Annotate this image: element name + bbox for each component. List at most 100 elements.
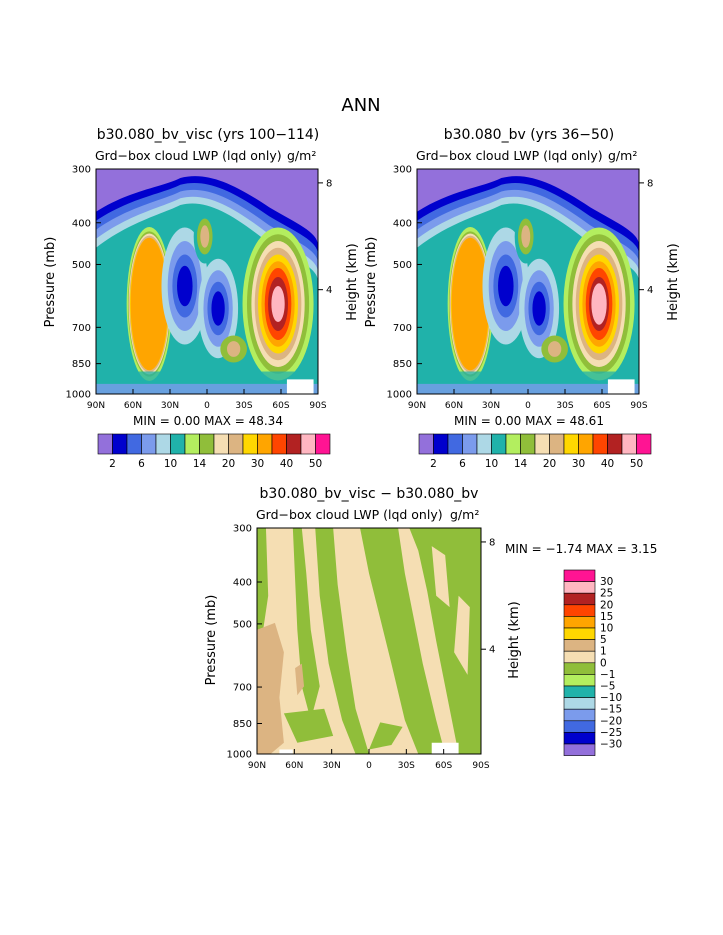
figure-title: ANN — [341, 95, 380, 116]
colorbar-swatch — [418, 433, 434, 455]
ytick-label: 1000 — [227, 750, 252, 761]
contour-band — [295, 663, 305, 696]
colorbar-label: 14 — [193, 458, 207, 470]
colorbar-swatch — [563, 743, 596, 756]
y2tick-label: 8 — [647, 178, 653, 189]
panel-a-contours — [96, 169, 318, 394]
xtick-label: 90S — [630, 401, 647, 411]
panel-c-y2label: Height (km) — [507, 601, 522, 678]
colorbar-label: 10 — [485, 458, 498, 470]
missing-data — [279, 749, 293, 754]
ytick-label: 300 — [233, 524, 252, 535]
contour-band — [257, 622, 284, 754]
panel-c-contours — [257, 528, 481, 754]
contour-band — [591, 283, 607, 325]
missing-data — [607, 379, 635, 394]
contour-band — [292, 528, 320, 721]
contour-band — [226, 341, 241, 357]
ytick-label: 500 — [393, 260, 412, 271]
contour-band — [200, 225, 210, 248]
colorbar-swatch — [462, 433, 478, 455]
contour-band — [521, 225, 531, 248]
contour-band — [498, 265, 514, 307]
panel-b-subtitle: Grd−box cloud LWP (lqd only) — [416, 148, 603, 163]
colorbar-swatch — [563, 708, 596, 722]
panel-b-stats: MIN = 0.00 MAX = 48.61 — [454, 414, 604, 428]
colorbar-swatch — [199, 433, 215, 455]
colorbar-swatch — [563, 433, 579, 455]
ytick-label: 500 — [233, 619, 252, 630]
xtick-label: 90N — [87, 401, 105, 411]
colorbar-swatch — [563, 627, 596, 640]
panel-a-stats: MIN = 0.00 MAX = 48.34 — [133, 414, 283, 428]
contour-band — [369, 722, 403, 750]
ytick-label: 850 — [72, 359, 91, 370]
panel-b-units: g/m² — [608, 148, 637, 163]
contour-band — [315, 528, 369, 754]
ytick-label: 700 — [72, 323, 91, 334]
colorbar-label: 50 — [630, 458, 643, 470]
colorbar-swatch — [315, 433, 331, 455]
colorbar-label: 20 — [222, 458, 235, 470]
colorbar-label: 5 — [600, 634, 607, 646]
contour-band — [271, 286, 285, 322]
colorbar-label: 1 — [600, 646, 607, 658]
colorbar-label: 30 — [600, 576, 613, 588]
panel-a-ylabel: Pressure (mb) — [43, 237, 58, 328]
ytick-label: 850 — [393, 359, 412, 370]
y2tick-label: 4 — [647, 285, 653, 296]
xtick-label: 90S — [309, 401, 326, 411]
colorbar-swatch — [447, 433, 463, 455]
colorbar-swatch — [563, 685, 596, 698]
ytick-label: 850 — [233, 719, 252, 730]
xtick-label: 30N — [323, 761, 341, 771]
colorbar-swatch — [286, 433, 302, 455]
colorbar-swatch — [257, 433, 273, 455]
colorbar-swatch — [97, 433, 113, 455]
panel-a-subtitle: Grd−box cloud LWP (lqd only) — [95, 148, 282, 163]
colorbar-swatch — [271, 433, 287, 455]
colorbar-label: −5 — [600, 681, 615, 693]
y2tick-label: 8 — [326, 178, 332, 189]
xtick-label: 60N — [124, 401, 142, 411]
colorbar-label: 2 — [430, 458, 437, 470]
colorbar-swatch — [433, 433, 449, 455]
panel-b-title: b30.080_bv (yrs 36−50) — [444, 127, 615, 143]
colorbar-swatch — [300, 433, 316, 455]
xtick-label: 90S — [472, 761, 489, 771]
colorbar-label: −10 — [600, 692, 622, 704]
contour-band — [409, 528, 481, 754]
panel-c-stats: MIN = −1.74 MAX = 3.15 — [505, 542, 657, 556]
ytick-label: 1000 — [387, 390, 412, 401]
colorbar-swatch — [607, 433, 623, 455]
xtick-label: 0 — [204, 401, 210, 411]
panel-b-ylabel: Pressure (mb) — [364, 237, 379, 328]
panel-b-y2label: Height (km) — [666, 243, 681, 320]
xtick-label: 30S — [235, 401, 252, 411]
contour-band — [547, 341, 562, 357]
colorbar-swatch — [636, 433, 652, 455]
panel-c-units: g/m² — [450, 507, 479, 522]
colorbar-label: −1 — [600, 669, 615, 681]
contour-band — [177, 265, 193, 307]
ytick-label: 300 — [393, 165, 412, 176]
colorbar-label: 10 — [164, 458, 177, 470]
colorbar-label: 10 — [600, 623, 613, 635]
panel-c-title: b30.080_bv_visc − b30.080_bv — [260, 486, 479, 502]
colorbar-label: −25 — [600, 727, 622, 739]
colorbar-label: −15 — [600, 704, 622, 716]
colorbar-swatch — [476, 433, 492, 455]
colorbar-swatch — [563, 697, 596, 710]
xtick-label: 90N — [408, 401, 426, 411]
xtick-label: 60N — [445, 401, 463, 411]
colorbar-label: 40 — [601, 458, 614, 470]
contour-band — [431, 546, 450, 608]
ytick-label: 400 — [233, 578, 252, 589]
panel-b-axes: 90N 60N 30N 0 30S 60S 90S 300 400 500 700 850 1000 8 4 — [387, 165, 654, 412]
colorbar-swatch — [563, 639, 596, 652]
xtick-label: 60S — [435, 761, 452, 771]
colorbar-swatch — [563, 662, 596, 675]
colorbar-label: −30 — [600, 739, 622, 751]
